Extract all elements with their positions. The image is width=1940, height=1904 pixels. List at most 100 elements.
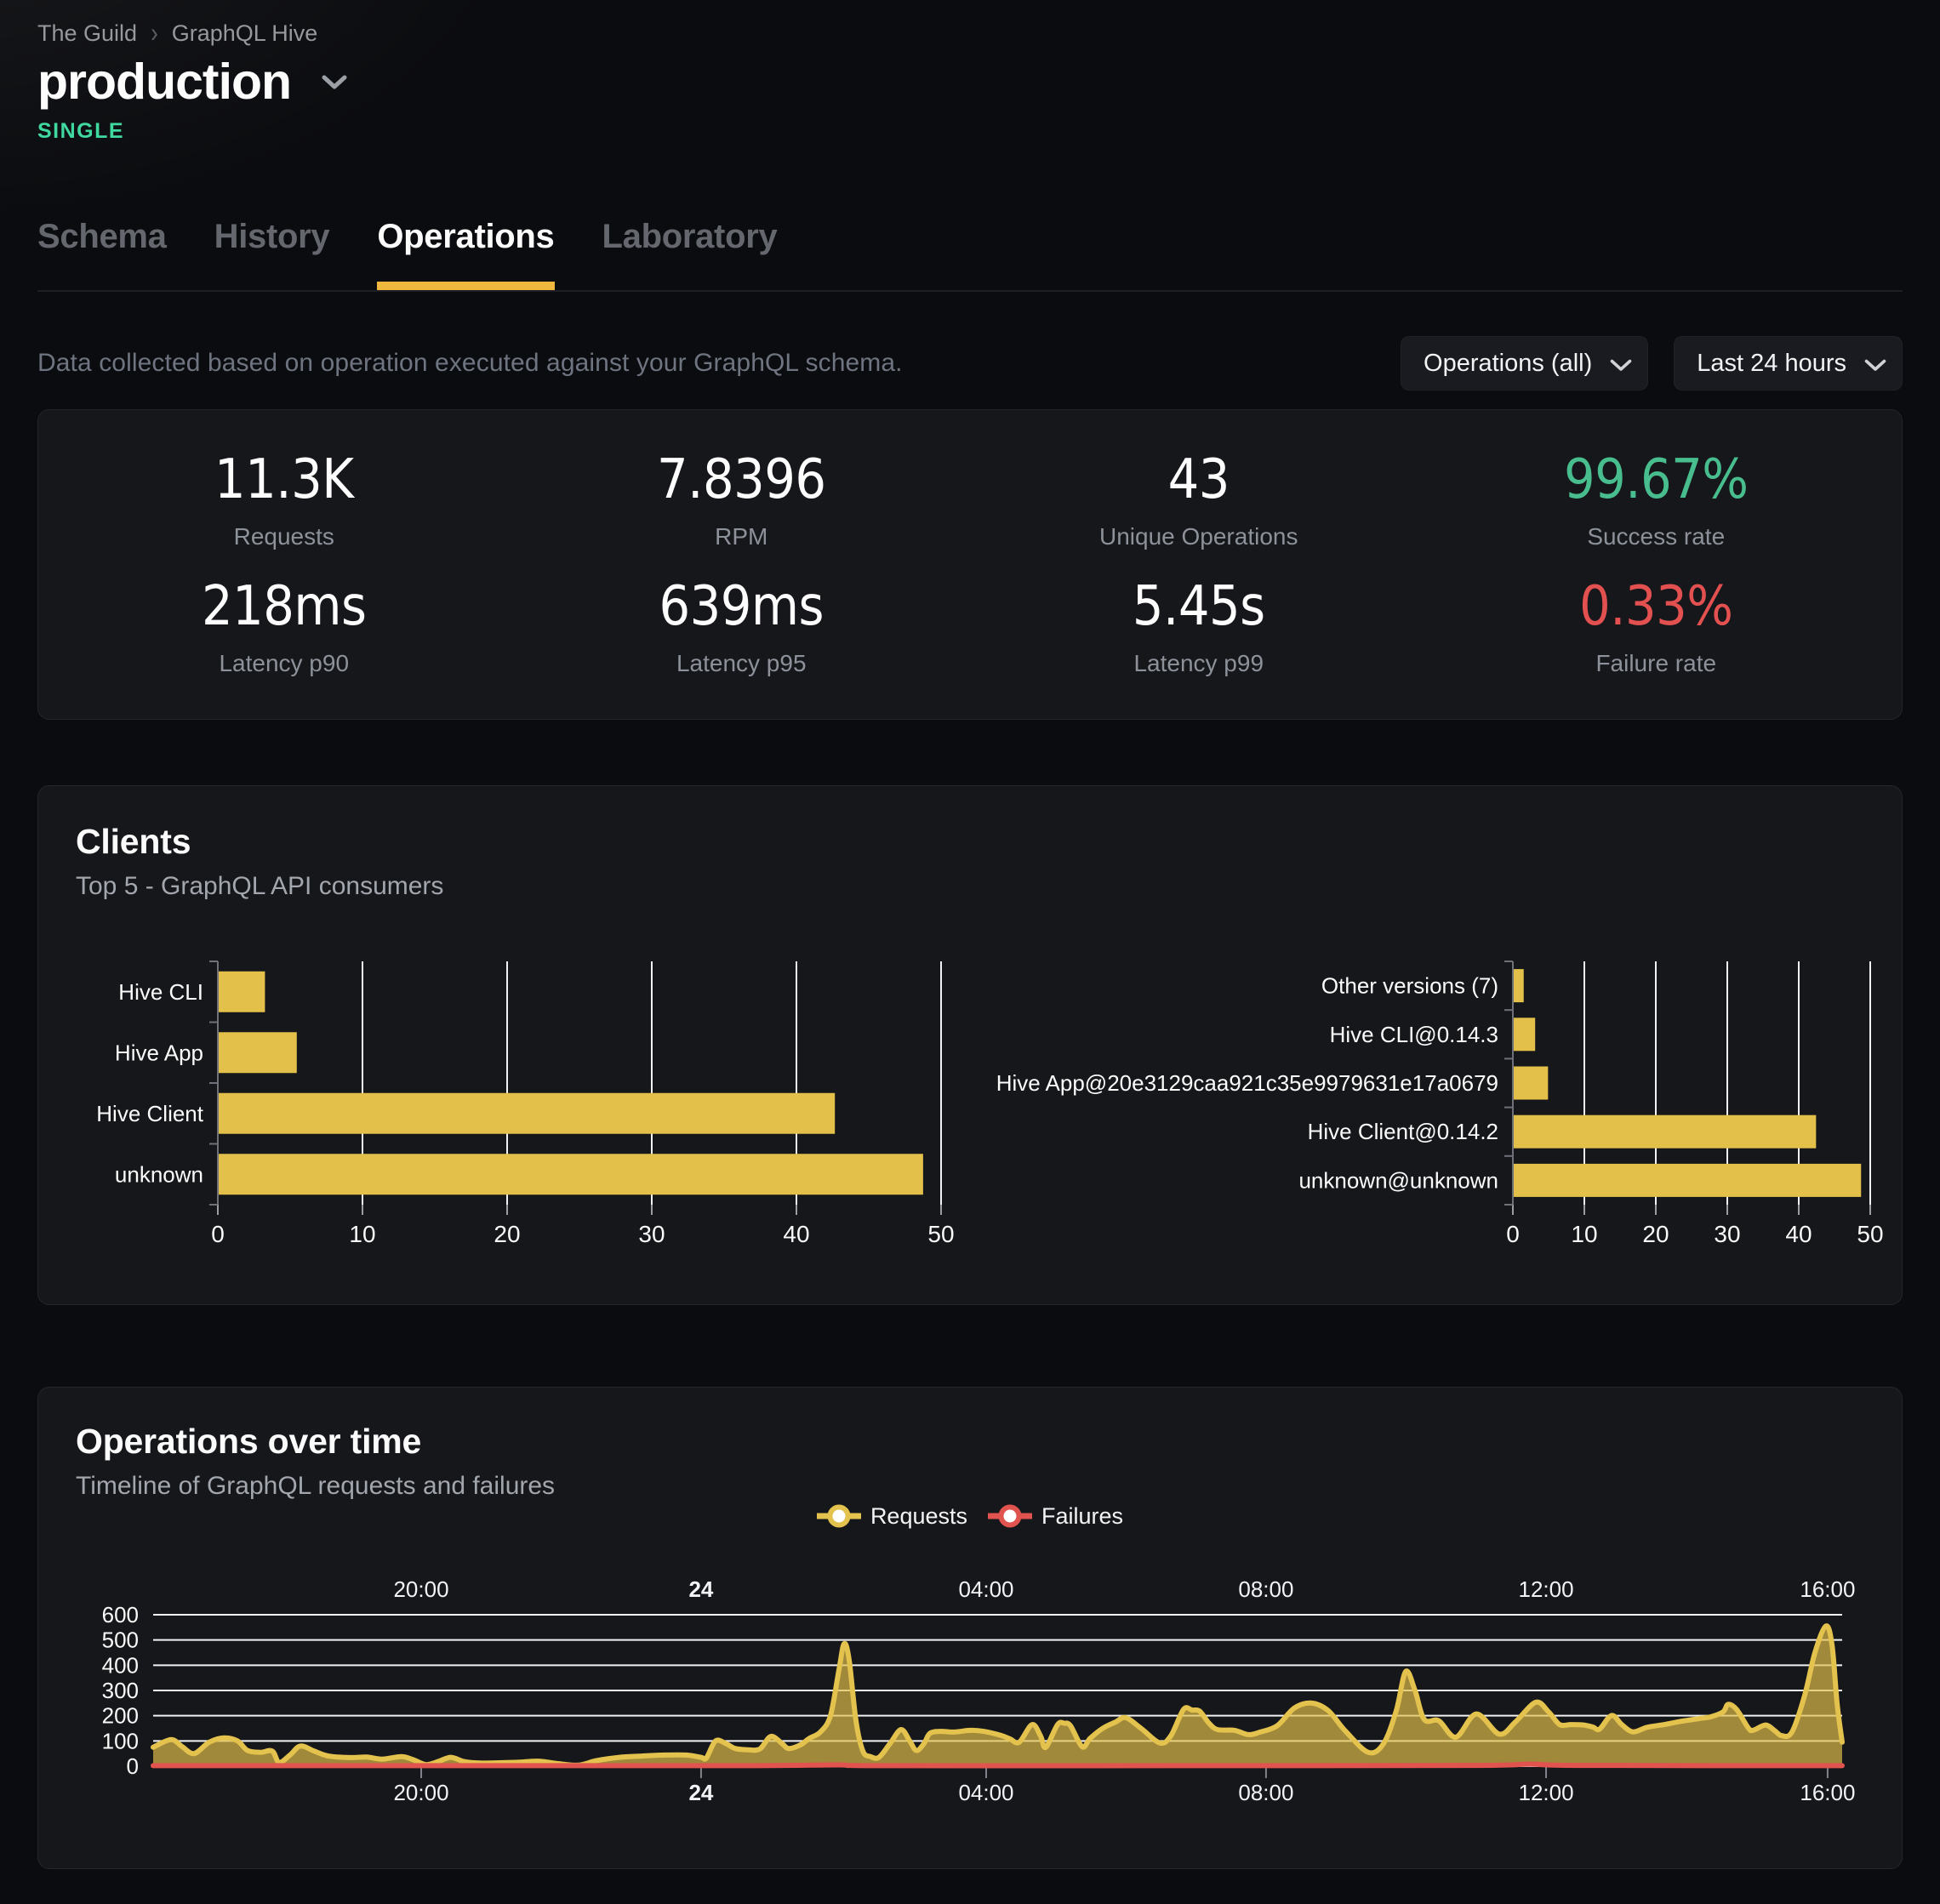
target-type-badge: SINGLE bbox=[37, 119, 125, 143]
stats-summary-card: 11.3K Requests 7.8396 RPM 43 Unique Operation… bbox=[37, 409, 1903, 720]
tab-label: Schema bbox=[37, 218, 167, 255]
legend-item-requests[interactable]: Requests bbox=[816, 1502, 968, 1530]
filter-row: Data collected based on operation execut… bbox=[37, 336, 1903, 390]
stat-value: 43 bbox=[1167, 447, 1230, 511]
svg-text:16:00: 16:00 bbox=[1800, 1576, 1855, 1602]
svg-text:0: 0 bbox=[127, 1753, 139, 1779]
svg-text:300: 300 bbox=[102, 1678, 139, 1703]
svg-text:Hive Client@0.14.2: Hive Client@0.14.2 bbox=[1308, 1119, 1498, 1144]
svg-text:Hive CLI: Hive CLI bbox=[118, 979, 203, 1005]
page-title: production bbox=[37, 54, 292, 110]
stat-unique-operations: 43 Unique Operations bbox=[970, 436, 1428, 563]
svg-text:400: 400 bbox=[102, 1652, 139, 1678]
svg-text:Hive App: Hive App bbox=[115, 1040, 203, 1065]
legend-marker-icon bbox=[988, 1504, 1033, 1528]
stat-label: Latency p99 bbox=[1133, 650, 1264, 677]
stat-latency-p99: 5.45s Latency p99 bbox=[970, 563, 1428, 691]
svg-text:20:00: 20:00 bbox=[393, 1780, 448, 1805]
svg-text:500: 500 bbox=[102, 1628, 139, 1653]
active-tab-indicator bbox=[377, 282, 555, 290]
tab-operations[interactable]: Operations bbox=[377, 218, 555, 290]
svg-text:12:00: 12:00 bbox=[1518, 1780, 1573, 1805]
clients-bar-chart: 0 10 20 30 40 50 Hive CLI Hive App Hive Client un… bbox=[96, 961, 955, 1247]
stat-value: 639ms bbox=[659, 575, 824, 639]
tab-history[interactable]: History bbox=[214, 218, 330, 290]
timeline-card-title: Operations over time bbox=[76, 1422, 422, 1461]
operations-filter-label: Operations (all) bbox=[1424, 349, 1593, 377]
breadcrumb: The Guild › GraphQL Hive bbox=[37, 0, 1903, 48]
svg-text:100: 100 bbox=[102, 1728, 139, 1753]
stat-latency-p95: 639ms Latency p95 bbox=[513, 563, 971, 691]
svg-text:30: 30 bbox=[1714, 1221, 1740, 1247]
svg-text:0: 0 bbox=[211, 1221, 225, 1247]
target-title-row: production bbox=[37, 57, 1903, 107]
stat-failure-rate: 0.33% Failure rate bbox=[1428, 563, 1886, 691]
legend-marker-icon bbox=[816, 1504, 861, 1528]
chevron-down-icon bbox=[1864, 359, 1886, 372]
svg-text:Other versions (7): Other versions (7) bbox=[1321, 973, 1498, 999]
svg-text:Hive App@20e3129caa921c35e9979: Hive App@20e3129caa921c35e9979631e17a067… bbox=[996, 1070, 1498, 1096]
stat-value: 7.8396 bbox=[657, 447, 826, 511]
breadcrumb-separator-icon: › bbox=[151, 16, 158, 48]
svg-text:600: 600 bbox=[102, 1602, 139, 1628]
stat-latency-p90: 218ms Latency p90 bbox=[55, 563, 513, 691]
chevron-down-icon bbox=[1610, 359, 1632, 372]
stat-value: 218ms bbox=[202, 575, 367, 639]
svg-text:30: 30 bbox=[638, 1221, 665, 1247]
tab-label: Operations bbox=[377, 218, 555, 255]
svg-text:08:00: 08:00 bbox=[1238, 1576, 1293, 1602]
stat-label: Latency p95 bbox=[676, 650, 807, 677]
stat-label: Failure rate bbox=[1595, 650, 1717, 677]
svg-text:12:00: 12:00 bbox=[1518, 1576, 1573, 1602]
legend-item-failures[interactable]: Failures bbox=[988, 1503, 1123, 1530]
svg-text:200: 200 bbox=[102, 1703, 139, 1729]
chevron-down-icon[interactable] bbox=[322, 75, 347, 90]
clients-card-subtitle: Top 5 - GraphQL API consumers bbox=[76, 872, 444, 900]
stat-value: 11.3K bbox=[214, 447, 354, 511]
client-versions-bar-chart: 0 10 20 30 40 50 Other versions (7) Hive CLI@0.… bbox=[996, 961, 1884, 1247]
stat-label: Latency p90 bbox=[219, 650, 350, 677]
svg-text:unknown: unknown bbox=[115, 1161, 203, 1187]
svg-text:0: 0 bbox=[1506, 1221, 1520, 1247]
legend-label: Requests bbox=[870, 1502, 968, 1529]
legend-label: Failures bbox=[1041, 1502, 1124, 1529]
timeline-card-subtitle: Timeline of GraphQL requests and failure… bbox=[76, 1472, 556, 1500]
stat-label: Unique Operations bbox=[1099, 522, 1298, 550]
svg-text:Hive Client: Hive Client bbox=[96, 1101, 203, 1126]
operations-over-time-card: Operations over time Timeline of GraphQL… bbox=[37, 1387, 1903, 1869]
svg-text:20:00: 20:00 bbox=[393, 1576, 448, 1602]
stat-success-rate: 99.67% Success rate bbox=[1428, 436, 1886, 563]
svg-text:16:00: 16:00 bbox=[1800, 1780, 1855, 1805]
tab-bar: Schema History Operations Laboratory bbox=[37, 218, 1903, 292]
svg-text:20: 20 bbox=[494, 1221, 520, 1247]
stat-label: Requests bbox=[233, 522, 334, 550]
svg-text:50: 50 bbox=[927, 1221, 954, 1247]
svg-text:unknown@unknown: unknown@unknown bbox=[1298, 1167, 1498, 1193]
svg-text:20: 20 bbox=[1642, 1221, 1669, 1247]
svg-text:04:00: 04:00 bbox=[958, 1576, 1013, 1602]
stat-label: RPM bbox=[715, 522, 768, 550]
stat-rpm: 7.8396 RPM bbox=[513, 436, 971, 563]
svg-text:24: 24 bbox=[688, 1780, 713, 1805]
breadcrumb-org[interactable]: The Guild bbox=[37, 20, 138, 46]
svg-text:40: 40 bbox=[1785, 1221, 1812, 1247]
tab-label: History bbox=[214, 218, 330, 255]
tab-schema[interactable]: Schema bbox=[37, 218, 167, 290]
stat-value: 5.45s bbox=[1132, 575, 1265, 639]
clients-card: Clients Top 5 - GraphQL API consumers 0 1… bbox=[37, 785, 1903, 1305]
svg-text:10: 10 bbox=[349, 1221, 375, 1247]
breadcrumb-project[interactable]: GraphQL Hive bbox=[171, 20, 318, 46]
stat-value: 0.33% bbox=[1579, 575, 1733, 639]
operations-filter-dropdown[interactable]: Operations (all) bbox=[1401, 336, 1649, 390]
timeline-legend: Requests Failures bbox=[76, 1502, 1864, 1530]
svg-text:24: 24 bbox=[688, 1576, 713, 1602]
period-filter-dropdown[interactable]: Last 24 hours bbox=[1674, 336, 1903, 390]
tab-laboratory[interactable]: Laboratory bbox=[602, 218, 778, 290]
svg-text:40: 40 bbox=[783, 1221, 809, 1247]
svg-text:04:00: 04:00 bbox=[958, 1780, 1013, 1805]
stat-value: 99.67% bbox=[1564, 447, 1749, 511]
stat-requests: 11.3K Requests bbox=[55, 436, 513, 563]
collected-data-description: Data collected based on operation execut… bbox=[37, 349, 903, 377]
period-filter-label: Last 24 hours bbox=[1697, 349, 1846, 377]
